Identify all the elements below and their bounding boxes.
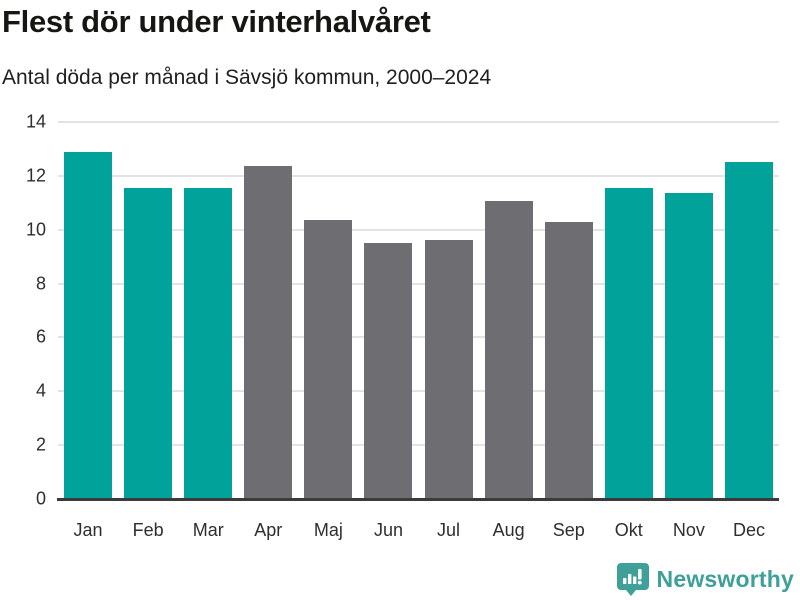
bar-jul [424,240,473,499]
y-gridline-10 [58,228,779,231]
y-axis-tick-label-8: 8 [35,273,46,294]
y-gridline-6 [58,336,779,339]
x-axis-baseline [57,498,779,501]
x-axis-tick-label-apr: Apr [254,520,283,540]
x-axis-tick-label-dec: Dec [732,520,765,540]
y-gridline-8 [58,282,779,285]
newsworthy-logo-icon [616,562,650,597]
y-gridline-14 [58,121,779,123]
x-axis-tick-label-jan: Jan [73,520,103,540]
bar-mar [184,187,233,499]
bar-sep [544,221,593,499]
y-axis-tick-label-0: 0 [35,488,46,509]
y-axis-tick-label-12: 12 [25,165,46,186]
bar-maj [304,220,353,499]
newsworthy-brand-link[interactable]: Newsworthy [616,562,794,597]
y-axis-tick-label-14: 14 [25,111,46,132]
y-axis-tick-label-10: 10 [25,219,46,240]
bar-jan [64,151,113,499]
y-gridline-4 [58,390,779,393]
x-axis-tick-label-okt: Okt [614,520,643,540]
x-axis-tick-label-mar: Mar [192,520,224,540]
y-gridline-2 [58,444,779,447]
bar-aug [484,201,533,499]
bar-feb [124,187,173,499]
bar-okt [604,187,653,499]
x-axis-tick-label-sep: Sep [552,520,585,540]
newsworthy-brand-text: Newsworthy [656,566,794,592]
x-axis-tick-label-jun: Jun [373,520,403,540]
y-axis-tick-label-2: 2 [35,434,46,455]
x-axis-tick-label-feb: Feb [132,520,164,540]
x-axis-tick-label-nov: Nov [672,520,705,540]
y-gridline-12 [58,174,779,177]
bar-nov [664,193,713,499]
bar-apr [244,166,293,499]
chart-title: Flest dör under vinterhalvåret [2,4,431,39]
bar-jun [364,243,413,499]
chart-subtitle: Antal döda per månad i Sävsjö kommun, 20… [2,66,492,89]
x-axis-tick-label-maj: Maj [313,520,343,540]
y-axis-tick-label-4: 4 [35,380,46,401]
bar-dec [724,162,773,499]
x-axis-tick-label-aug: Aug [492,520,525,540]
y-axis-tick-label-6: 6 [35,326,46,347]
x-axis-tick-label-jul: Jul [437,520,461,540]
